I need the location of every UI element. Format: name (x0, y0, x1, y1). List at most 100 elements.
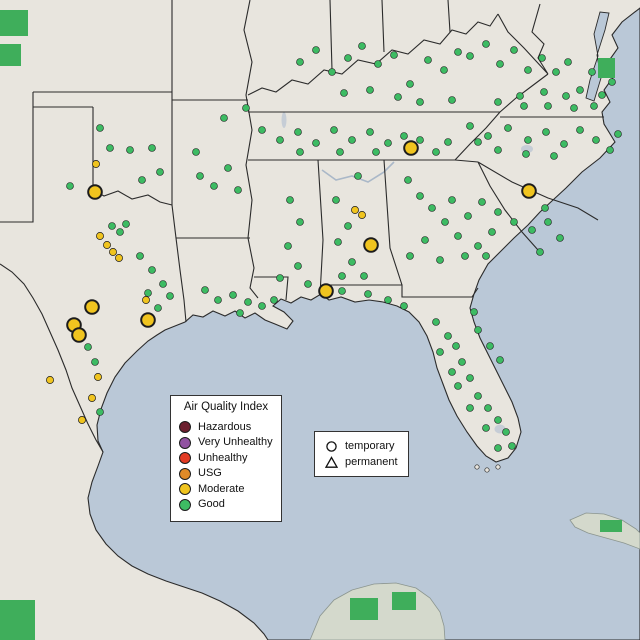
marker-good (544, 218, 552, 226)
aqi-legend-item-usg: USG (179, 466, 273, 482)
marker-good (592, 136, 600, 144)
marker-good (304, 280, 312, 288)
florida-keys (474, 464, 501, 473)
marker-good (466, 374, 474, 382)
marker-good (494, 416, 502, 424)
marker-good (296, 218, 304, 226)
marker-good (496, 356, 504, 364)
marker-moderate (78, 416, 86, 424)
marker-moderate (94, 373, 102, 381)
marker-good (96, 124, 104, 132)
marker-good (448, 96, 456, 104)
marker-moderate (88, 394, 96, 402)
marker-good (312, 139, 320, 147)
state-borders-central-east (248, 73, 604, 298)
aqi-legend-item-unhealthy: Unhealthy (179, 451, 273, 467)
marker-good (334, 238, 342, 246)
marker-good (494, 146, 502, 154)
good-aqi-markers (66, 40, 622, 452)
marker-good (576, 86, 584, 94)
marker-good (201, 286, 209, 294)
marker-good (96, 408, 104, 416)
marker-good (540, 88, 548, 96)
marker-good (570, 104, 578, 112)
marker-good (348, 136, 356, 144)
marker-good (330, 126, 338, 134)
marker-moderate (103, 241, 111, 249)
marker-good (478, 198, 486, 206)
marker-moderate-temporary (403, 140, 419, 156)
marker-good (538, 54, 546, 62)
marker-good (400, 302, 408, 310)
marker-good (556, 234, 564, 242)
marker-good (562, 92, 570, 100)
marker-good (148, 266, 156, 274)
marker-moderate (142, 296, 150, 304)
marker-good (508, 442, 516, 450)
aqi-color-swatch (179, 467, 191, 480)
marker-good (154, 304, 162, 312)
marker-good (588, 68, 596, 76)
marker-good (488, 228, 496, 236)
legend-item-temporary: temporary (325, 438, 398, 454)
marker-good (448, 368, 456, 376)
marker-moderate (351, 206, 359, 214)
marker-good (196, 172, 204, 180)
marker-good (144, 289, 152, 297)
marker-good (424, 56, 432, 64)
marker-good (122, 220, 130, 228)
marker-good (366, 86, 374, 94)
marker-good (516, 92, 524, 100)
state-borders-west (0, 0, 250, 323)
temporary-label: temporary (345, 439, 395, 452)
temporary-circle-icon (326, 440, 337, 452)
marker-good (258, 302, 266, 310)
marker-good (338, 272, 346, 280)
marker-good (520, 102, 528, 110)
marker-good (444, 332, 452, 340)
marker-good (598, 91, 606, 99)
aqi-color-swatch (179, 452, 191, 465)
state-borders-north (247, 0, 549, 96)
marker-good (448, 196, 456, 204)
marker-good (466, 122, 474, 130)
marker-good (138, 176, 146, 184)
marker-good (108, 222, 116, 230)
marker-good (404, 176, 412, 184)
marker-good (406, 80, 414, 88)
marker-good (312, 46, 320, 54)
marker-moderate-temporary (87, 184, 103, 200)
marker-good (384, 139, 392, 147)
marker-moderate (358, 211, 366, 219)
marker-good (394, 93, 402, 101)
marker-moderate-temporary (363, 237, 379, 253)
marker-good (524, 66, 532, 74)
marker-good (576, 126, 584, 134)
marker-good (374, 60, 382, 68)
marker-good (436, 256, 444, 264)
marker-good (156, 168, 164, 176)
aqi-color-swatch (179, 498, 191, 511)
marker-good (336, 148, 344, 156)
marker-good (454, 382, 462, 390)
chesapeake-bay-water (585, 11, 610, 102)
marker-good (159, 280, 167, 288)
marker-good (136, 252, 144, 260)
station-type-legend: temporary permanent (314, 431, 409, 477)
marker-good (541, 204, 549, 212)
aqi-color-swatch (179, 421, 191, 434)
marker-good (296, 148, 304, 156)
marker-moderate (92, 160, 100, 168)
marker-good (444, 138, 452, 146)
marker-good (466, 52, 474, 60)
marker-good (66, 182, 74, 190)
marker-good (464, 212, 472, 220)
marker-good (84, 343, 92, 351)
marker-good (358, 42, 366, 50)
marker-good (432, 318, 440, 326)
marker-good (244, 298, 252, 306)
marker-good (454, 232, 462, 240)
marker-good (294, 262, 302, 270)
marker-good (214, 296, 222, 304)
